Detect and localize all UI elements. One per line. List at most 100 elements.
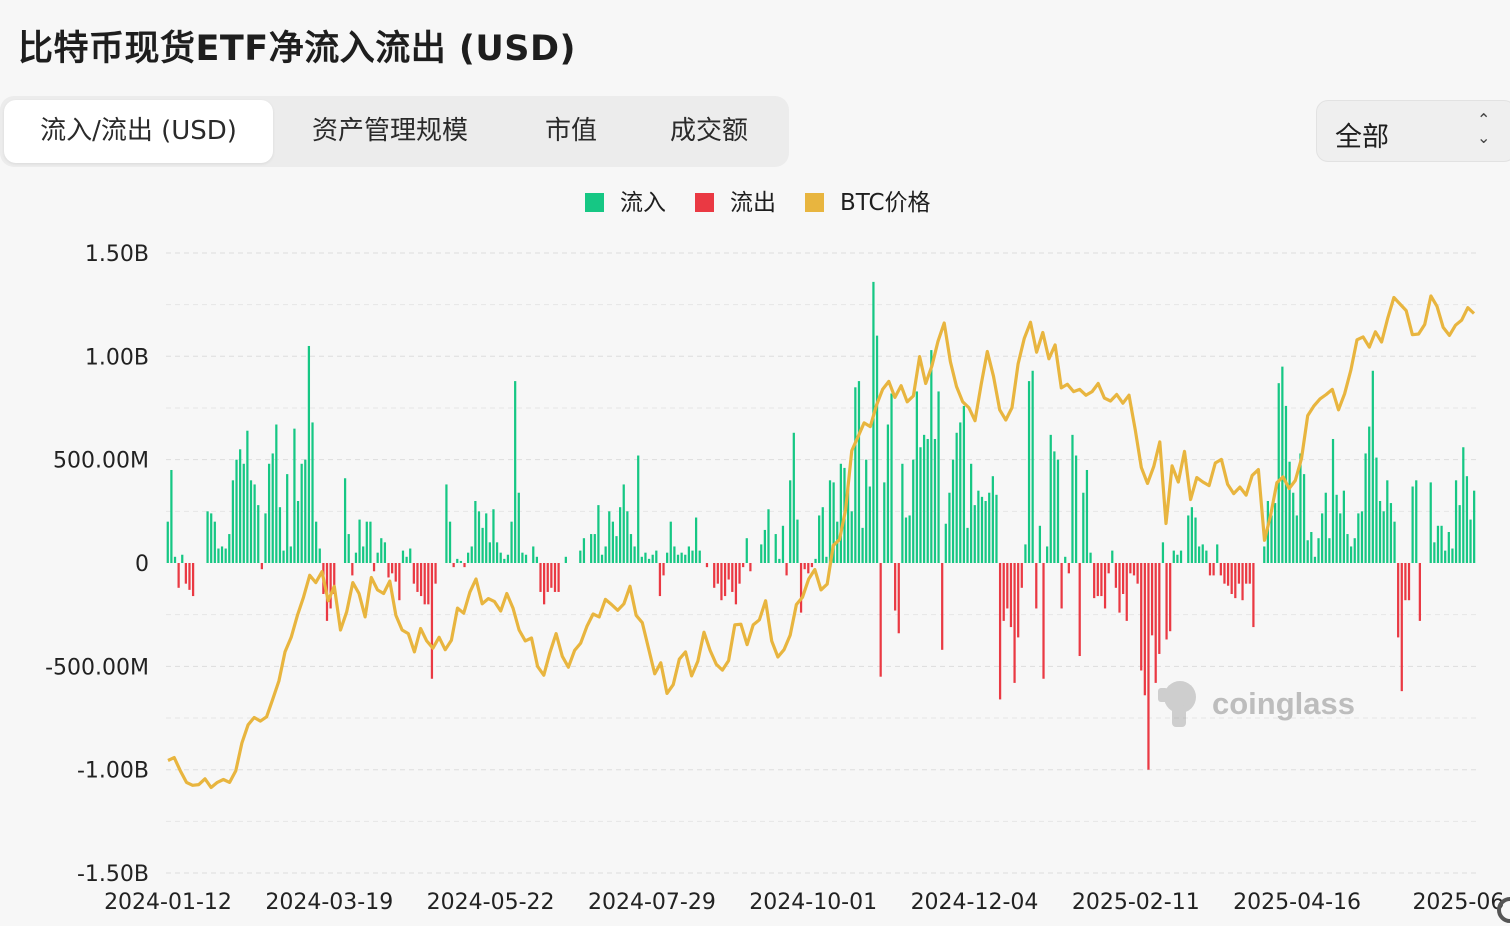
gear-icon[interactable] [1497, 897, 1510, 923]
inflow-bar [506, 554, 510, 563]
range-select[interactable]: 全部 ⌃ ⌄ [1316, 100, 1510, 162]
x-tick-label: 2025-04-16 [1233, 890, 1361, 915]
inflow-bar [492, 509, 495, 563]
outflow-bar [1013, 563, 1016, 683]
inflow-bar [904, 517, 908, 563]
inflow-bar [481, 527, 484, 563]
outflow-bar [713, 563, 716, 588]
inflow-bar [604, 546, 607, 563]
inflow-bar [564, 556, 567, 563]
inflow-bar [951, 459, 955, 563]
legend-item-inflow[interactable]: 流入 [585, 183, 666, 217]
inflow-bar [1382, 511, 1385, 563]
inflow-bar [984, 500, 987, 563]
inflow-bar [1393, 521, 1396, 563]
inflow-bar [1346, 534, 1349, 563]
outflow-bar [1150, 563, 1154, 636]
inflow-bar [593, 534, 596, 563]
inflow-bar [1444, 550, 1447, 563]
outflow-bar [1096, 563, 1099, 597]
inflow-bar [579, 550, 582, 563]
inflow-bar [477, 511, 481, 563]
inflow-bar [1201, 544, 1204, 563]
inflow-bar [890, 393, 893, 563]
page-title: 比特币现货ETF净流入流出 (USD) [18, 29, 577, 69]
updown-chevron-icon: ⌃ ⌄ [1477, 110, 1491, 147]
inflow-bar [796, 519, 799, 563]
outflow-bar [1143, 563, 1146, 696]
inflow-bar [311, 422, 314, 563]
inflow-bar [814, 558, 817, 563]
inflow-bar [1440, 525, 1443, 563]
inflow-bar [235, 459, 238, 563]
inflow-bar [1375, 457, 1378, 563]
outflow-bar [387, 563, 390, 578]
inflow-bar [886, 424, 890, 563]
legend-item-outflow[interactable]: 流出 [695, 183, 776, 217]
inflow-bar [666, 552, 669, 563]
inflow-bar [296, 500, 300, 563]
inflow-bar [1349, 546, 1353, 563]
inflow-bar [1306, 540, 1309, 563]
inflow-bar [1433, 542, 1436, 563]
inflow-bar [774, 534, 777, 563]
y-tick-label: 0 [135, 552, 149, 577]
inflow-bar [532, 546, 535, 563]
inflow-bar [503, 558, 506, 563]
inflow-bar [669, 521, 672, 563]
inflow-bar [1462, 447, 1465, 563]
inflow-bar [745, 538, 748, 563]
inflow-bar [962, 405, 966, 563]
inflow-bar [832, 482, 835, 563]
inflow-bar [383, 542, 387, 563]
outflow-bar [749, 563, 752, 572]
tab-inflow-outflow[interactable]: 流入/流出 (USD) [4, 100, 273, 163]
inflow-bar [1321, 513, 1324, 563]
inflow-bar [684, 554, 687, 563]
inflow-bar [821, 507, 824, 563]
outflow-bar [1042, 563, 1045, 679]
inflow-bar [1046, 546, 1049, 563]
inflow-bar [980, 496, 984, 563]
legend-swatch-btc-price [805, 193, 824, 212]
inflow-bar [959, 422, 962, 563]
inflow-bar [1187, 515, 1190, 563]
inflow-bar [933, 438, 937, 563]
inflow-bar [1473, 490, 1476, 563]
inflow-bar [872, 281, 875, 563]
inflow-bar [919, 447, 922, 563]
inflow-bar [767, 509, 770, 563]
inflow-bar [217, 548, 220, 563]
tab-volume[interactable]: 成交额 [669, 116, 748, 146]
outflow-bar [1158, 563, 1161, 654]
inflow-bar [369, 521, 372, 563]
legend-item-btc-price[interactable]: BTC价格 [805, 183, 931, 217]
tab-aum[interactable]: 资产管理规模 [311, 116, 468, 146]
outflow-bar [391, 563, 394, 574]
outflow-bar [419, 563, 423, 597]
tab-market-cap[interactable]: 市值 [544, 116, 597, 146]
outflow-bar [1140, 563, 1143, 671]
outflow-bar [1147, 563, 1150, 770]
outflow-bar [463, 563, 466, 568]
inflow-bar [1205, 550, 1208, 563]
inflow-bar [1277, 383, 1280, 563]
outflow-bar [1132, 563, 1136, 576]
inflow-bar [1031, 370, 1034, 563]
inflow-bar [1281, 366, 1284, 563]
inflow-bar [318, 548, 321, 563]
inflow-bar [445, 484, 448, 563]
inflow-bar [1198, 546, 1201, 563]
inflow-bar [267, 463, 271, 563]
inflow-bar [698, 550, 701, 563]
inflow-bar [1027, 381, 1031, 563]
inflow-bar [358, 519, 361, 563]
inflow-bar [1371, 370, 1374, 563]
inflow-bar [865, 459, 868, 563]
inflow-bar [1411, 486, 1414, 563]
inflow-bar [282, 550, 285, 563]
inflow-bar [206, 511, 209, 563]
outflow-bar [1125, 563, 1128, 621]
inflow-bar [1056, 459, 1060, 563]
outflow-bar [188, 563, 191, 590]
